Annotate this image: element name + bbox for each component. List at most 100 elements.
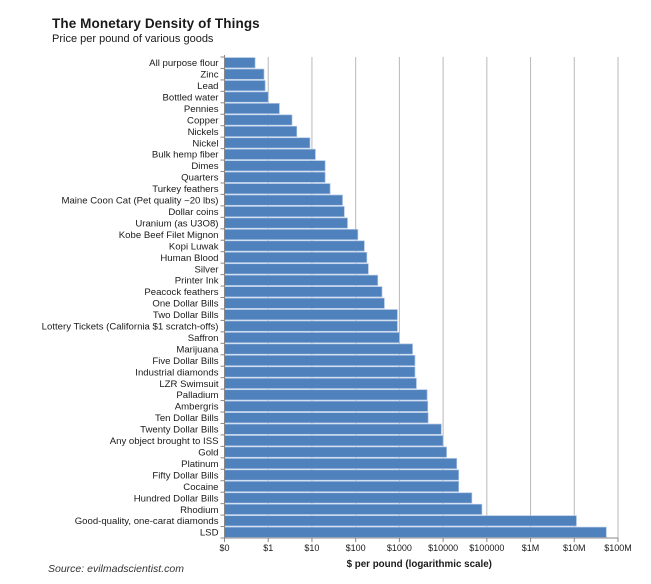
- category-label: Two Dollar Bills: [153, 310, 219, 321]
- category-label: Platinum: [181, 459, 218, 470]
- category-label: Palladium: [176, 390, 218, 401]
- bar: [224, 332, 400, 344]
- bar: [224, 114, 293, 126]
- bar: [224, 526, 607, 538]
- x-tick-label: $100: [346, 543, 366, 553]
- bar: [224, 412, 429, 424]
- bars: [224, 57, 607, 538]
- category-label: Industrial diamonds: [135, 367, 218, 378]
- category-label: Human Blood: [160, 253, 218, 264]
- bar: [224, 343, 413, 355]
- bar: [224, 515, 577, 527]
- category-label: Fifty Dollar Bills: [152, 470, 218, 481]
- category-label: Dimes: [191, 161, 218, 172]
- bar: [224, 137, 311, 149]
- axes: [220, 55, 619, 542]
- bar: [224, 435, 444, 447]
- category-label: Hundred Dollar Bills: [134, 493, 219, 504]
- bar: [224, 217, 348, 229]
- chart-subtitle: Price per pound of various goods: [52, 33, 214, 45]
- bar: [224, 286, 383, 298]
- category-label: Uranium (as U3O8): [135, 218, 218, 229]
- bar: [224, 229, 359, 240]
- bar: [224, 503, 483, 515]
- bar: [224, 480, 460, 492]
- bar: [224, 423, 442, 435]
- bar: [224, 68, 265, 80]
- bar: [224, 297, 385, 309]
- category-label: Lead: [197, 81, 218, 92]
- bar: [224, 263, 369, 275]
- bar: [224, 469, 460, 481]
- bar: [224, 400, 429, 412]
- chart-title: The Monetary Density of Things: [52, 16, 260, 31]
- source-note: Source: evilmadscientist.com: [48, 563, 184, 575]
- bar: [224, 309, 398, 321]
- x-axis-title: $ per pound (logarithmic scale): [347, 559, 492, 570]
- bar: [224, 171, 326, 183]
- x-tick-label: $10: [304, 543, 319, 553]
- x-tick-label: $1M: [522, 543, 540, 553]
- category-label: Maine Coon Cat (Pet quality ~20 lbs): [61, 196, 218, 207]
- category-label: Lottery Tickets (California $1 scratch-o…: [42, 322, 219, 333]
- bar: [224, 458, 458, 470]
- bar: [224, 206, 345, 218]
- x-tick-label: $1: [263, 543, 273, 553]
- bar: [224, 320, 398, 332]
- category-label: Kobe Beef Filet Mignon: [119, 230, 219, 241]
- bar: [224, 366, 416, 378]
- category-label: Ambergris: [175, 402, 219, 413]
- bar: [224, 446, 447, 458]
- category-label: All purpose flour: [149, 58, 219, 69]
- category-label: Gold: [198, 448, 218, 459]
- category-label: Nickel: [192, 138, 218, 149]
- bar: [224, 183, 331, 195]
- category-label: Any object brought to ISS: [110, 436, 219, 447]
- category-label: Dollar coins: [168, 207, 218, 218]
- category-label: Five Dollar Bills: [152, 356, 218, 367]
- category-label: Saffron: [188, 333, 219, 344]
- bar: [224, 251, 368, 263]
- gridlines: [267, 57, 619, 538]
- category-label: Pennies: [184, 104, 219, 115]
- category-label: Ten Dollar Bills: [155, 413, 219, 424]
- category-label: Copper: [187, 115, 219, 126]
- bar: [224, 148, 316, 160]
- bar: [224, 194, 343, 206]
- x-tick-label: $10000: [428, 543, 458, 553]
- bar: [224, 492, 473, 504]
- category-label: One Dollar Bills: [152, 299, 218, 310]
- bar: [224, 377, 417, 389]
- category-label: Kopi Luwak: [169, 241, 219, 252]
- category-label: Zinc: [200, 70, 218, 81]
- bar: [224, 125, 298, 137]
- category-label: Printer Ink: [175, 276, 219, 287]
- x-tick-label: $100000: [469, 543, 504, 553]
- bar: [224, 80, 266, 92]
- x-tick-label: $0: [219, 543, 229, 553]
- bar: [224, 57, 256, 69]
- tick-labels: $0 $1 $10 $100 $1000 $10000 $100000 $1M $10M $100…: [219, 543, 631, 553]
- bar: [224, 355, 416, 366]
- category-label: LSD: [200, 528, 219, 539]
- bar: [224, 91, 269, 103]
- category-label: Quarters: [181, 173, 219, 184]
- category-label: Peacock feathers: [144, 287, 218, 298]
- category-label: Twenty Dollar Bills: [140, 425, 219, 436]
- category-label: Nickels: [188, 127, 219, 138]
- bar: [224, 160, 326, 172]
- category-label: Bulk hemp fiber: [152, 150, 219, 161]
- x-tick-label: $100M: [604, 543, 632, 553]
- category-label: Good-quality, one-carat diamonds: [75, 516, 219, 527]
- category-label: Bottled water: [163, 92, 220, 103]
- bar: [224, 274, 379, 286]
- bar: [224, 389, 428, 401]
- category-label: Marijuana: [176, 344, 219, 355]
- category-label: LZR Swimsuit: [159, 379, 219, 390]
- category-label: Turkey feathers: [152, 184, 218, 195]
- x-tick-label: $10M: [563, 543, 586, 553]
- x-tick-label: $1000: [387, 543, 412, 553]
- category-label: Rhodium: [180, 505, 218, 516]
